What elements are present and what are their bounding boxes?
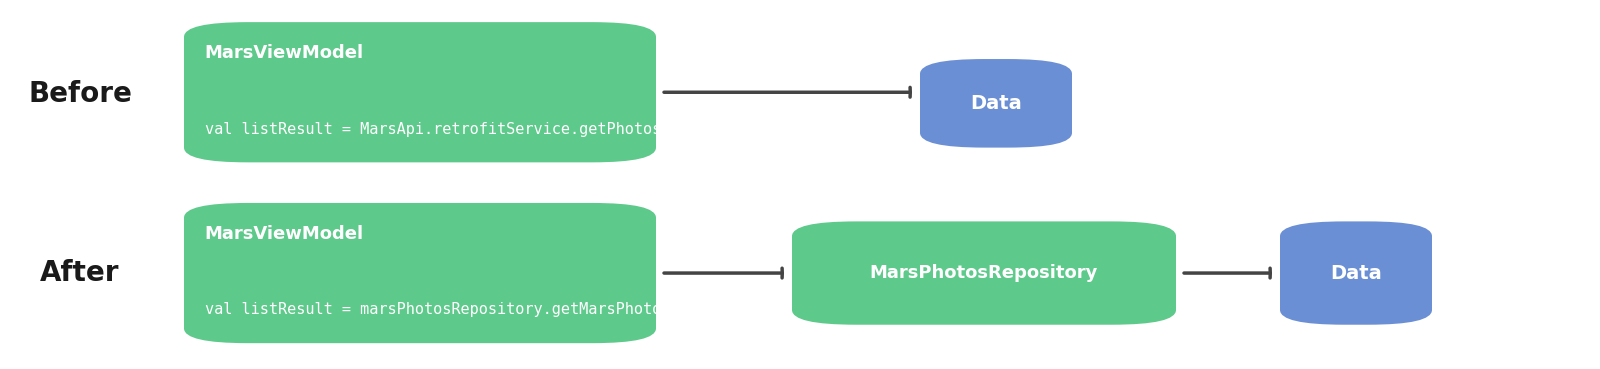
FancyBboxPatch shape	[184, 203, 656, 343]
Text: val listResult = MarsApi.retrofitService.getPhotos(): val listResult = MarsApi.retrofitService…	[205, 121, 680, 137]
Text: Data: Data	[970, 94, 1022, 113]
Text: MarsViewModel: MarsViewModel	[205, 225, 363, 243]
Text: After: After	[40, 259, 120, 287]
FancyBboxPatch shape	[184, 22, 656, 162]
FancyBboxPatch shape	[1280, 221, 1432, 325]
FancyBboxPatch shape	[920, 59, 1072, 148]
Text: MarsViewModel: MarsViewModel	[205, 44, 363, 62]
FancyBboxPatch shape	[792, 221, 1176, 325]
Text: val listResult = marsPhotosRepository.getMarsPhotos(): val listResult = marsPhotosRepository.ge…	[205, 302, 688, 317]
Text: Data: Data	[1330, 263, 1382, 283]
Text: MarsPhotosRepository: MarsPhotosRepository	[870, 264, 1098, 282]
Text: Before: Before	[29, 80, 131, 108]
